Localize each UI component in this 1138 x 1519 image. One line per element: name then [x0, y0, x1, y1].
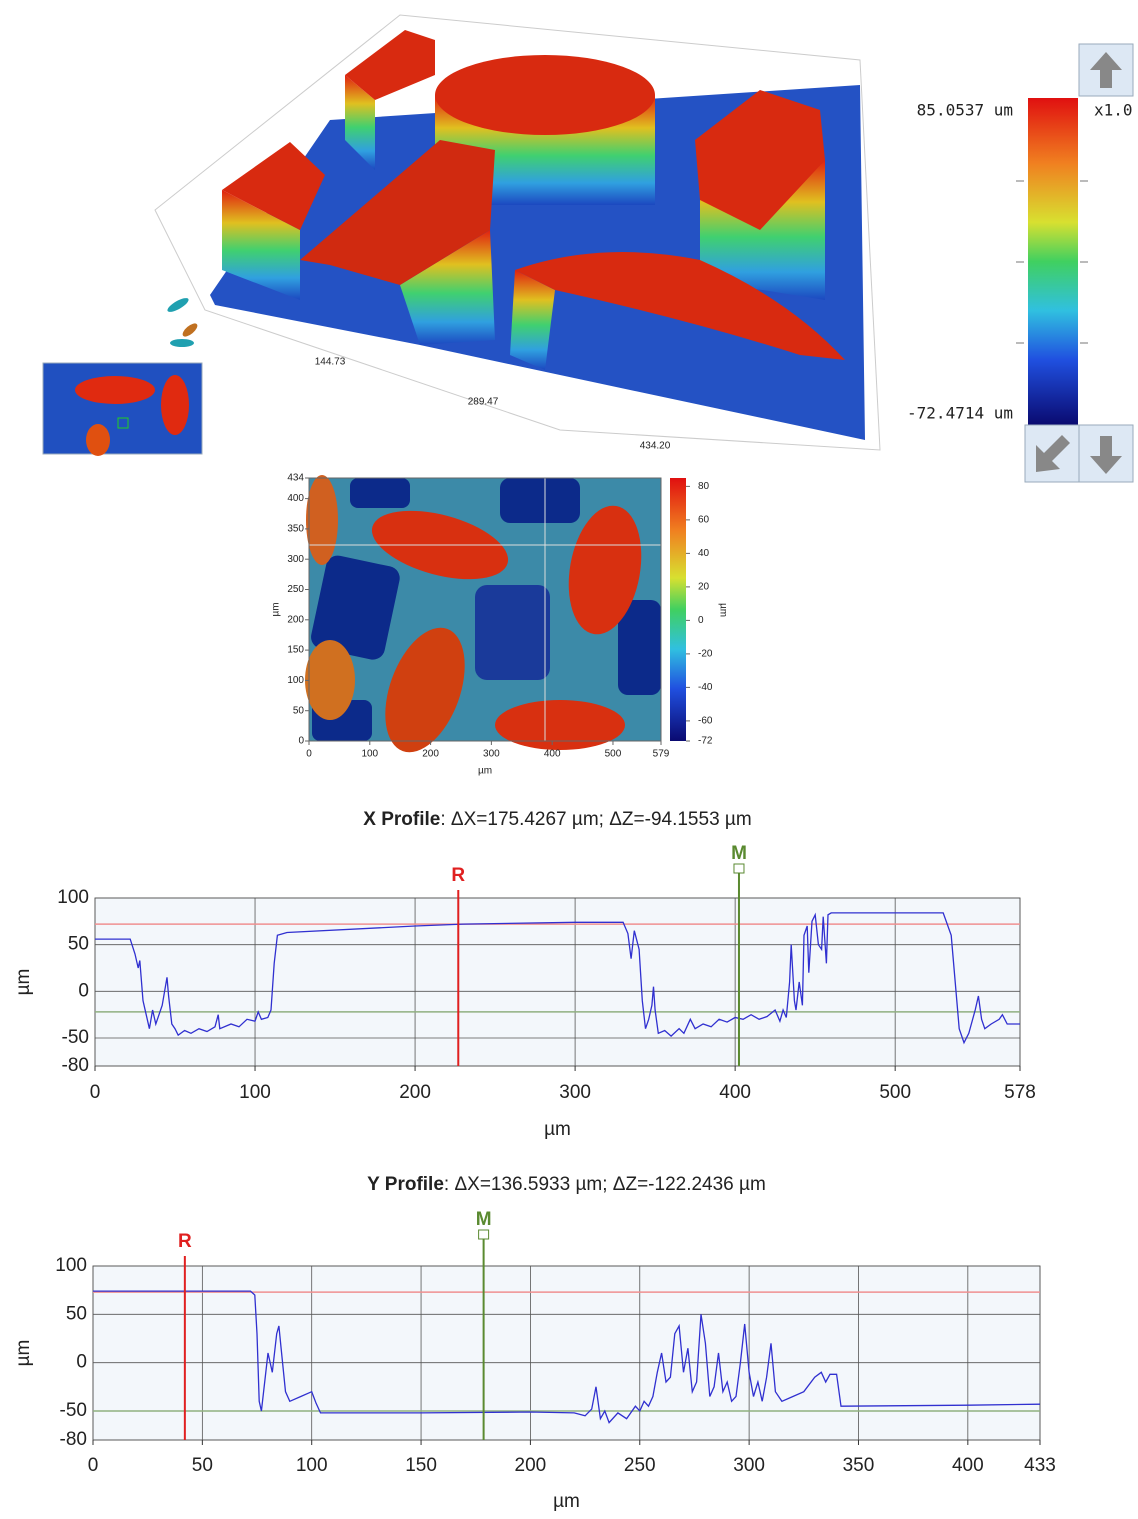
- thumbnail[interactable]: [42, 362, 203, 456]
- x-tick-label: 200: [515, 1455, 547, 1476]
- x-tick-label: 100: [239, 1082, 271, 1103]
- cursor-handle: [733, 863, 745, 874]
- x-tick-label: 100: [361, 749, 378, 760]
- x-axis-label: µm: [478, 766, 492, 777]
- x-tick-label: 400: [952, 1455, 984, 1476]
- title-label: X Profile: [363, 809, 440, 830]
- y-tick-label: 50: [66, 1303, 87, 1324]
- y-axis-label: µm: [13, 1340, 34, 1367]
- x-tick-label: 433: [1024, 1455, 1056, 1476]
- x-tick-label: 579: [653, 749, 670, 760]
- colorbar-tick-label: 60: [698, 515, 710, 526]
- z-max-label: 85.0537 um: [917, 101, 1013, 120]
- y-axis-label: µm: [271, 602, 282, 616]
- axis-label: 434.20: [640, 441, 671, 452]
- x-tick-label: 250: [624, 1455, 656, 1476]
- color-scale: 85.0537 um -72.4714 um x1.0: [907, 98, 1133, 425]
- y-tick-label: 250: [287, 584, 304, 595]
- y-tick-label: 0: [76, 1352, 87, 1373]
- y-tick-label: 400: [287, 493, 304, 504]
- title-detail: : ΔX=175.4267 µm; ΔZ=-94.1553 µm: [440, 809, 751, 830]
- title-label: Y Profile: [367, 1174, 444, 1195]
- y-tick-label: 434: [287, 473, 304, 484]
- title-detail: : ΔX=136.5933 µm; ΔZ=-122.2436 µm: [444, 1174, 766, 1195]
- z-min-label: -72.4714 um: [907, 404, 1013, 423]
- surface-3d: 144.73 289.47 434.20: [154, 14, 881, 452]
- x-tick-label: 150: [405, 1455, 437, 1476]
- x-tick-label: 50: [192, 1455, 213, 1476]
- x-tick-label: 300: [483, 749, 500, 760]
- chart-title: Y Profile: ΔX=136.5933 µm; ΔZ=-122.2436 …: [367, 1174, 766, 1195]
- plot-frame: [308, 477, 662, 742]
- x-tick-label: 0: [88, 1455, 99, 1476]
- x-axis-label: µm: [553, 1491, 580, 1512]
- cursor-label: M: [731, 843, 747, 864]
- y-tick-label: -80: [62, 1055, 89, 1076]
- profile-line: [95, 912, 1020, 1045]
- zoom-label: x1.0: [1094, 101, 1133, 120]
- x-tick-label: 200: [399, 1082, 431, 1103]
- colorbar-tick-label: 0: [698, 615, 704, 626]
- y-tick-label: -50: [62, 1027, 89, 1048]
- y-tick-label: 50: [293, 705, 305, 716]
- x-axis-label: µm: [544, 1119, 571, 1140]
- axis-label: 289.47: [468, 397, 499, 408]
- colorbar-label: µm: [717, 603, 728, 617]
- cursor-handle: [478, 1229, 490, 1240]
- colorbar-tick-label: -72: [698, 736, 713, 747]
- scale-up-button[interactable]: [1078, 43, 1134, 97]
- cursor-label: R: [178, 1231, 192, 1252]
- profile-line: [93, 1290, 1041, 1424]
- colorbar-tick-label: 40: [698, 548, 710, 559]
- x-tick-label: 0: [306, 749, 312, 760]
- x-tick-label: 400: [719, 1082, 751, 1103]
- y-tick-label: 100: [287, 675, 304, 686]
- colorbar-tick-label: -40: [698, 682, 713, 693]
- y-tick-label: 100: [57, 887, 89, 908]
- x-tick-label: 350: [843, 1455, 875, 1476]
- colorbar-tick-label: 80: [698, 481, 710, 492]
- cursor-label: M: [476, 1209, 492, 1230]
- y-tick-label: 150: [287, 645, 304, 656]
- x-tick-label: 578: [1004, 1082, 1036, 1103]
- y-axis-label: µm: [13, 969, 34, 996]
- y-tick-label: -80: [60, 1429, 87, 1450]
- axis-label: 144.73: [315, 357, 346, 368]
- x-tick-label: 300: [733, 1455, 765, 1476]
- colorbar: [670, 478, 686, 741]
- height-map-image: [305, 475, 661, 753]
- y-tick-label: 0: [78, 980, 89, 1001]
- colorbar-tick-label: -60: [698, 716, 713, 727]
- x-tick-label: 500: [879, 1082, 911, 1103]
- cursor-label: R: [451, 865, 465, 886]
- y-tick-label: 50: [68, 934, 89, 955]
- y-tick-label: 0: [298, 736, 304, 747]
- colorbar-tick-label: 20: [698, 582, 710, 593]
- x-tick-label: 0: [90, 1082, 101, 1103]
- colorbar-tick-label: -20: [698, 649, 713, 660]
- x-tick-label: 400: [544, 749, 561, 760]
- reset-button[interactable]: [1024, 424, 1080, 483]
- x-tick-label: 300: [559, 1082, 591, 1103]
- chart-title: X Profile: ΔX=175.4267 µm; ΔZ=-94.1553 µ…: [363, 809, 751, 830]
- x-tick-label: 200: [422, 749, 439, 760]
- y-tick-label: 350: [287, 524, 304, 535]
- x-tick-label: 500: [605, 749, 622, 760]
- y-tick-label: 300: [287, 554, 304, 565]
- scale-down-button[interactable]: [1078, 424, 1134, 483]
- y-tick-label: 200: [287, 614, 304, 625]
- y-tick-label: 100: [55, 1255, 87, 1276]
- y-tick-label: -50: [60, 1400, 87, 1421]
- x-tick-label: 100: [296, 1455, 328, 1476]
